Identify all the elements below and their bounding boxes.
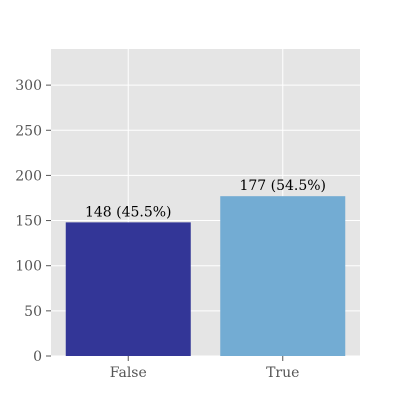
data-label: 177 (54.5%): [239, 178, 326, 194]
y-tick-label: 200: [15, 168, 42, 184]
y-tick-label: 100: [15, 259, 42, 275]
y-tick-label: 300: [15, 78, 42, 94]
axes: 0 50 100 150 200 250 300 False True: [15, 78, 299, 381]
y-tick-label: 250: [15, 123, 42, 139]
data-labels: 148 (45.5%) 177 (54.5%): [85, 178, 326, 220]
x-tick-label: True: [266, 365, 299, 381]
y-tick-label: 0: [33, 349, 42, 365]
y-tick-label: 150: [15, 214, 42, 230]
bar-true: [220, 196, 346, 356]
data-label: 148 (45.5%): [85, 204, 172, 220]
bar-false: [65, 222, 191, 356]
x-tick-label: False: [110, 365, 147, 381]
y-tick-label: 50: [24, 304, 42, 320]
bars: [65, 196, 346, 356]
